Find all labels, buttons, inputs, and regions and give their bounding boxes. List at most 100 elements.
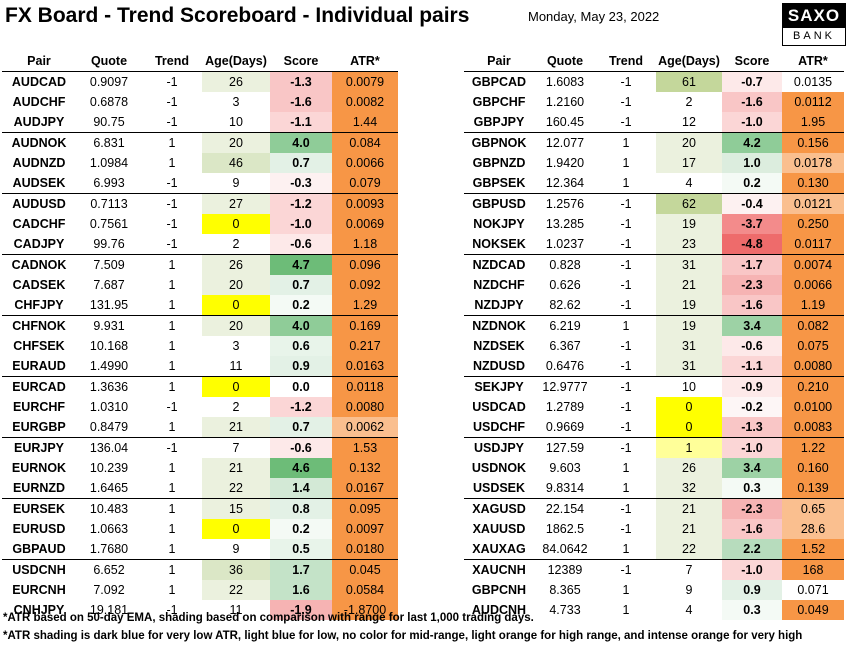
score-cell: -0.2	[722, 397, 782, 417]
atr-cell: 0.0167	[332, 478, 398, 499]
logo-top-text: SAXO	[783, 4, 845, 28]
age-cell: 26	[202, 254, 270, 275]
pair-cell: USDCNH	[2, 559, 76, 580]
age-cell: 0	[202, 214, 270, 234]
quote-cell: 1.6083	[545, 75, 585, 89]
score-cell: -1.2	[270, 193, 332, 214]
table-row: USDJPY 127.59 -1 1 -1.0 1.22	[464, 437, 844, 458]
quote-cell: 6.831	[76, 132, 142, 153]
table-row: CHFJPY 131.95 1 0 0.2 1.29	[2, 295, 398, 316]
score-cell: 0.9	[270, 356, 332, 377]
pair-cell: GBPJPY	[473, 115, 525, 129]
trend-cell: 1	[142, 376, 202, 397]
quote-cell: 12.077	[534, 132, 596, 153]
atr-cell: 0.130	[782, 173, 844, 194]
table-row: SEKJPY 12.9777 -1 10 -0.9 0.210	[464, 376, 844, 397]
score-cell: 0.0	[270, 376, 332, 397]
trend-cell: 1	[142, 254, 202, 275]
trend-cell: -1	[166, 75, 178, 89]
trend-cell: 1	[622, 156, 630, 170]
atr-cell: 0.082	[782, 315, 844, 336]
pair-cell: XAUCNH	[464, 559, 534, 580]
quote-cell: 0.6476	[545, 359, 585, 373]
atr-cell: 0.0135	[793, 75, 833, 89]
quote-cell: 1.6465	[89, 481, 129, 495]
trend-cell: 1	[142, 132, 202, 153]
pair-cell: GBPNOK	[464, 132, 534, 153]
age-cell: 31	[656, 356, 722, 377]
table-row: AUDUSD 0.7113 -1 27 -1.2 0.0093	[2, 193, 398, 214]
trend-cell: -1	[166, 237, 178, 251]
trend-cell: 1	[168, 542, 176, 556]
pair-cell: AUDSEK	[12, 176, 66, 190]
age-cell: 11	[229, 359, 243, 373]
age-cell: 3	[232, 95, 240, 109]
trend-cell: -1	[596, 559, 656, 580]
atr-cell: 0.0117	[782, 234, 844, 255]
table-row: NOKJPY 13.285 -1 19 -3.7 0.250	[464, 214, 844, 234]
trend-cell: -1	[166, 115, 178, 129]
pair-cell: NOKJPY	[473, 217, 525, 231]
age-cell: 22	[202, 580, 270, 600]
quote-cell: 0.6878	[89, 95, 129, 109]
pair-cell: USDCAD	[472, 400, 526, 414]
col-header-age: Age(Days)	[656, 50, 722, 72]
age-cell: 22	[656, 539, 722, 560]
quote-cell: 127.59	[534, 437, 596, 458]
quote-cell: 1862.5	[545, 522, 585, 536]
table-row: XAGUSD 22.154 -1 21 -2.3 0.65	[464, 498, 844, 519]
age-cell: 21	[202, 417, 270, 438]
quote-cell: 0.7113	[76, 193, 142, 214]
trend-cell: -1	[166, 95, 178, 109]
pair-cell: EURUSD	[12, 522, 66, 536]
pair-cell: GBPSEK	[472, 176, 526, 190]
quote-cell: 136.04	[76, 437, 142, 458]
age-cell: 19	[656, 295, 722, 316]
quote-cell: 131.95	[89, 298, 129, 312]
pair-cell: AUDCHF	[12, 95, 66, 109]
score-cell: -0.7	[722, 71, 782, 92]
trend-cell: 1	[596, 315, 656, 336]
age-cell: 31	[656, 336, 722, 356]
pair-cell: EURSEK	[2, 498, 76, 519]
age-cell: 17	[656, 153, 722, 173]
table-row: EURNZD 1.6465 1 22 1.4 0.0167	[2, 478, 398, 499]
report-date: Monday, May 23, 2022	[528, 9, 660, 24]
table-row: AUDCAD 0.9097 -1 26 -1.3 0.0079	[2, 71, 398, 92]
age-cell: 26	[656, 458, 722, 478]
atr-cell: 0.0112	[782, 92, 844, 112]
age-cell: 10	[229, 115, 243, 129]
age-cell: 0	[202, 519, 270, 539]
table-row: EURGBP 0.8479 1 21 0.7 0.0062	[2, 417, 398, 438]
score-cell: -0.3	[270, 173, 332, 194]
pair-cell: EURCNH	[12, 583, 66, 597]
age-cell: 36	[202, 559, 270, 580]
quote-cell: 0.9669	[545, 420, 585, 434]
right-pairs-table: Pair Quote Trend Age(Days) Score ATR* GB…	[464, 50, 844, 620]
table-header-row: Pair Quote Trend Age(Days) Score ATR*	[2, 50, 398, 72]
col-header-pair: Pair	[464, 50, 534, 72]
trend-cell: 1	[596, 132, 656, 153]
pair-cell: AUDNZD	[12, 156, 66, 170]
col-header-age: Age(Days)	[202, 50, 270, 72]
table-row: AUDCHF 0.6878 -1 3 -1.6 0.0082	[2, 92, 398, 112]
pair-cell: CHFNOK	[2, 315, 76, 336]
age-cell: 15	[202, 498, 270, 519]
pair-cell: XAUXAG	[472, 542, 526, 556]
table-row: GBPAUD 1.7680 1 9 0.5 0.0180	[2, 539, 398, 560]
table-row: NZDSEK 6.367 -1 31 -0.6 0.075	[464, 336, 844, 356]
age-cell: 0	[202, 376, 270, 397]
score-cell: 1.7	[270, 559, 332, 580]
pair-cell: USDSEK	[472, 481, 526, 495]
pair-cell: NZDJPY	[474, 298, 524, 312]
trend-cell: 1	[142, 315, 202, 336]
age-cell: 4	[685, 176, 693, 190]
table-row: CHFSEK 10.168 1 3 0.6 0.217	[2, 336, 398, 356]
col-header-quote: Quote	[76, 50, 142, 72]
score-cell: 0.7	[270, 417, 332, 438]
quote-cell: 7.092	[93, 583, 125, 597]
trend-cell: -1	[620, 298, 632, 312]
score-cell: 0.8	[270, 498, 332, 519]
age-cell: 0	[202, 295, 270, 316]
trend-cell: -1	[620, 278, 632, 292]
